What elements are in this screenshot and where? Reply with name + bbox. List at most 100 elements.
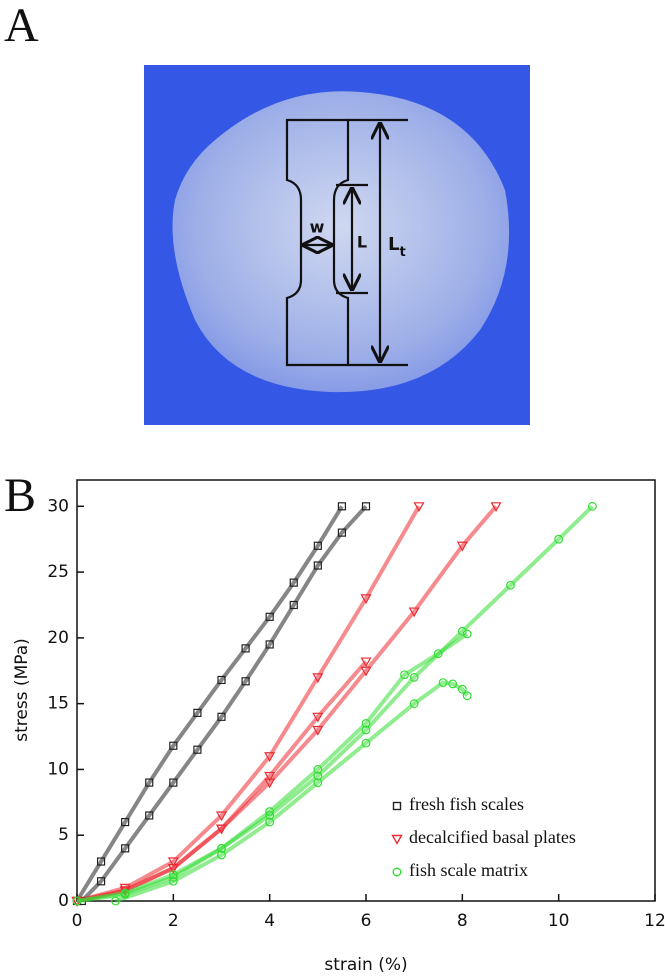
curve	[76, 505, 498, 903]
marker-circle	[409, 672, 419, 682]
marker-square	[193, 708, 202, 717]
marker-square	[337, 528, 347, 537]
marker-circle	[462, 629, 472, 639]
marker-square	[289, 600, 298, 610]
y-tick-label: 15	[47, 694, 69, 714]
fish-scale	[172, 91, 510, 393]
curve	[76, 632, 469, 903]
marker-square	[392, 801, 402, 811]
marker-square	[241, 677, 250, 686]
total-length-sub: t	[399, 245, 405, 260]
y-tick-label: 10	[47, 759, 69, 779]
marker-circle	[265, 807, 275, 816]
marker-square	[217, 675, 226, 685]
marker-square	[265, 640, 274, 649]
marker-triangle	[360, 666, 372, 677]
marker-triangle	[167, 857, 179, 868]
marker-square	[169, 741, 178, 750]
marker-square	[337, 502, 347, 511]
curve	[76, 660, 368, 903]
marker-circle	[409, 699, 419, 709]
x-tick-label: 10	[548, 911, 570, 931]
y-tick-label: 30	[47, 496, 69, 516]
dimension-lines	[336, 118, 408, 367]
marker-square	[145, 811, 154, 820]
marker-triangle	[215, 824, 228, 835]
marker-square	[96, 877, 106, 886]
marker-circle	[72, 896, 82, 906]
x-tick-label: 2	[168, 911, 179, 931]
marker-circle	[361, 718, 371, 728]
marker-triangle	[264, 778, 276, 789]
marker-triangle	[391, 834, 403, 845]
total-length-label: Lt	[388, 234, 406, 260]
width-label: w	[310, 218, 325, 237]
legend-label: decalcified basal plates	[409, 827, 576, 847]
y-axis-label: stress (MPa)	[12, 638, 32, 742]
marker-circle	[168, 876, 178, 886]
marker-square	[289, 578, 298, 587]
y-tick-label: 20	[47, 628, 69, 648]
marker-triangle	[456, 541, 468, 552]
marker-triangle	[264, 771, 276, 782]
marker-circle	[217, 843, 226, 853]
photo: w L Lt	[144, 65, 530, 425]
marker-square	[121, 844, 130, 853]
total-length-main: L	[388, 234, 399, 255]
marker-circle	[361, 738, 371, 748]
marker-circle	[217, 850, 226, 860]
marker-square	[121, 817, 130, 827]
marker-square	[361, 502, 371, 511]
marker-circle	[168, 870, 178, 880]
marker-square	[241, 644, 250, 653]
x-tick-label: 4	[264, 911, 275, 931]
x-tick-label: 0	[72, 911, 83, 931]
marker-triangle	[312, 725, 324, 736]
marker-circle	[313, 778, 323, 787]
marker-circle	[587, 501, 597, 511]
marker-circle	[554, 534, 564, 544]
x-tick-label: 8	[457, 911, 468, 931]
marker-square	[96, 857, 106, 866]
marker-square	[145, 778, 154, 787]
x-axis-label: strain (%)	[324, 955, 407, 975]
x-tick-label: 12	[644, 911, 665, 931]
marker-circle	[448, 679, 458, 689]
marker-triangle	[490, 502, 502, 513]
marker-square	[193, 745, 202, 754]
marker-triangle	[264, 752, 276, 763]
marker-square	[313, 541, 322, 550]
panel-label: B	[4, 469, 36, 522]
marker-circle	[457, 684, 467, 694]
legend-label: fresh fish scales	[409, 794, 524, 814]
marker-triangle	[360, 657, 372, 668]
marker-triangle	[312, 673, 324, 684]
marker-square	[217, 712, 226, 721]
marker-triangle	[408, 607, 420, 618]
marker-square	[313, 561, 322, 570]
curve	[76, 504, 594, 903]
y-tick-label: 25	[47, 562, 69, 582]
marker-circle	[313, 765, 323, 774]
legend-label: fish scale matrix	[409, 860, 528, 880]
marker-square	[265, 612, 274, 621]
marker-circle	[438, 678, 448, 688]
panel-label: A	[4, 0, 39, 52]
curve	[75, 505, 344, 903]
marker-triangle	[167, 864, 179, 874]
curve	[76, 505, 421, 903]
curve	[80, 504, 368, 903]
marker-circle	[265, 817, 275, 827]
marker-circle	[313, 771, 323, 781]
marker-circle	[400, 670, 409, 680]
marker-circle	[392, 867, 402, 877]
gauge-label: L	[357, 233, 367, 252]
marker-triangle	[312, 712, 324, 723]
marker-triangle	[215, 811, 228, 822]
marker-circle	[361, 725, 371, 735]
marker-circle	[462, 691, 472, 701]
marker-circle	[433, 649, 443, 659]
marker-triangle	[413, 502, 425, 513]
marker-square	[169, 778, 178, 787]
